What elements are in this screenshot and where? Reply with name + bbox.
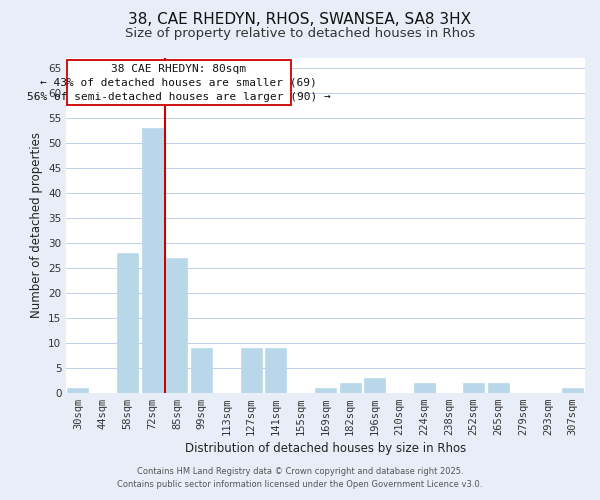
Text: Size of property relative to detached houses in Rhos: Size of property relative to detached ho…	[125, 28, 475, 40]
Bar	[265, 348, 286, 394]
Bar	[117, 253, 138, 394]
Bar	[166, 258, 187, 394]
Bar	[488, 384, 509, 394]
FancyBboxPatch shape	[67, 60, 290, 105]
Bar	[414, 384, 435, 394]
Text: ← 43% of detached houses are smaller (69): ← 43% of detached houses are smaller (69…	[40, 78, 317, 88]
Text: 38 CAE RHEDYN: 80sqm: 38 CAE RHEDYN: 80sqm	[111, 64, 246, 74]
Bar	[191, 348, 212, 394]
Text: Contains HM Land Registry data © Crown copyright and database right 2025.
Contai: Contains HM Land Registry data © Crown c…	[118, 468, 482, 489]
Bar	[142, 128, 163, 394]
Bar	[463, 384, 484, 394]
Bar	[241, 348, 262, 394]
Bar	[364, 378, 385, 394]
Bar	[562, 388, 583, 394]
Bar	[315, 388, 336, 394]
Text: 56% of semi-detached houses are larger (90) →: 56% of semi-detached houses are larger (…	[27, 92, 331, 102]
Bar	[67, 388, 88, 394]
Text: 38, CAE RHEDYN, RHOS, SWANSEA, SA8 3HX: 38, CAE RHEDYN, RHOS, SWANSEA, SA8 3HX	[128, 12, 472, 28]
X-axis label: Distribution of detached houses by size in Rhos: Distribution of detached houses by size …	[185, 442, 466, 455]
Bar	[340, 384, 361, 394]
Y-axis label: Number of detached properties: Number of detached properties	[29, 132, 43, 318]
